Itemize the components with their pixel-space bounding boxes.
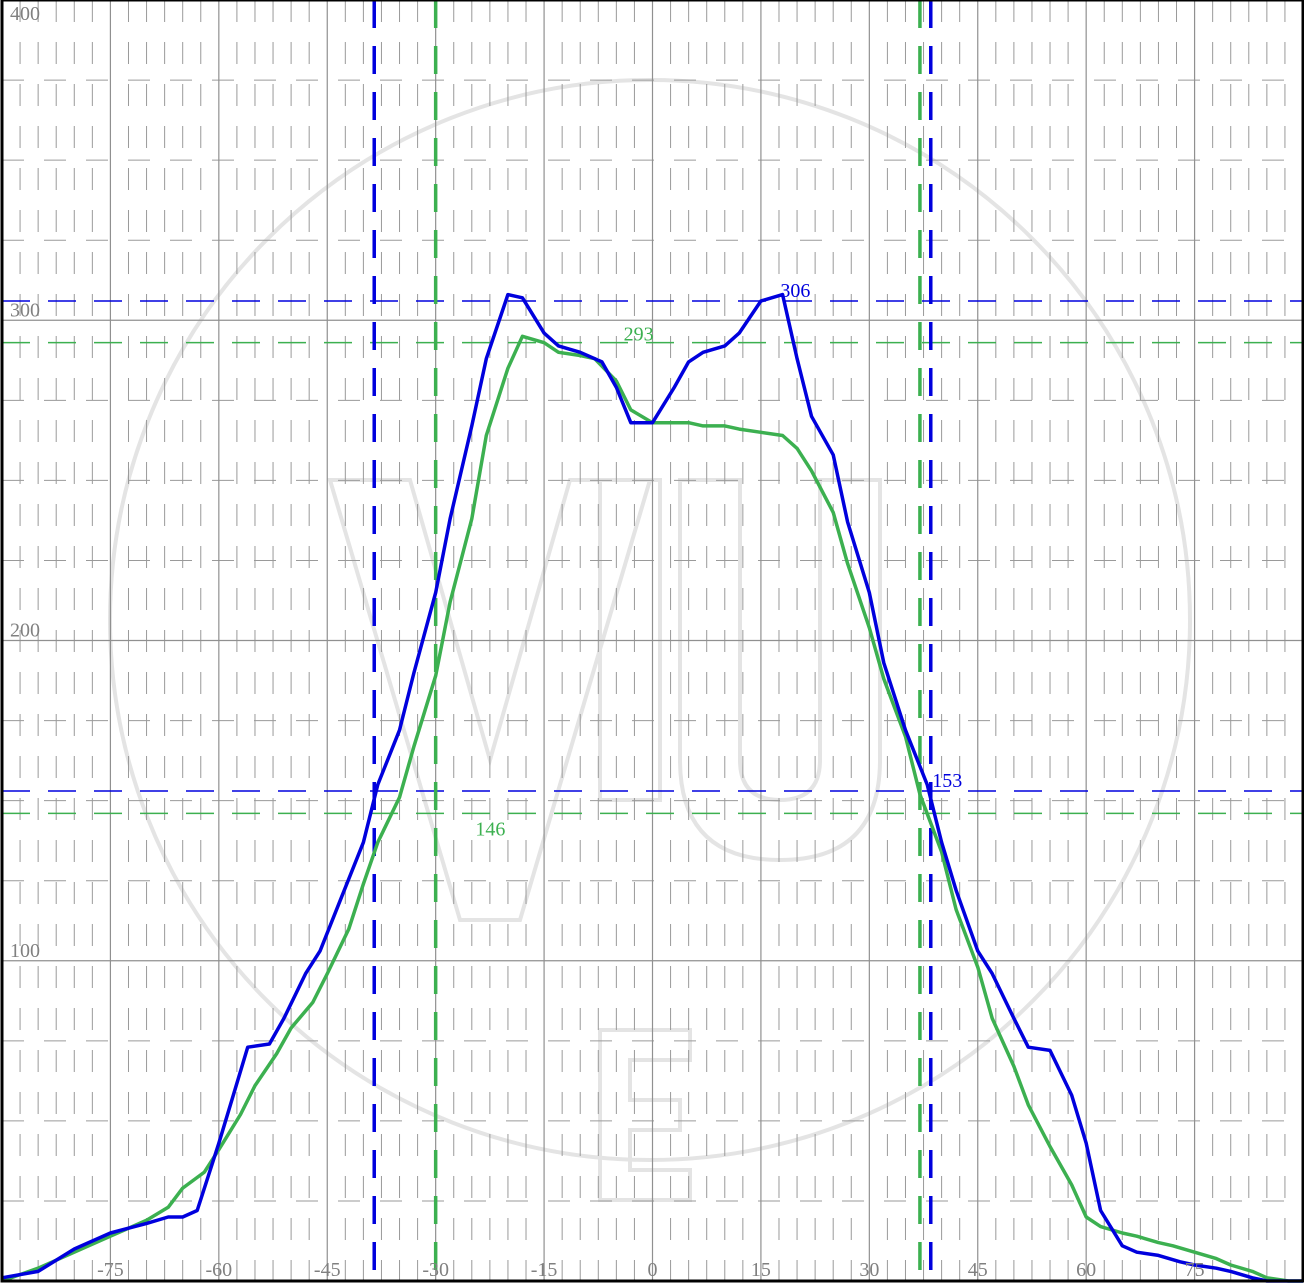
x-tick-label: -60 xyxy=(205,1259,232,1281)
value-labels: 306 153 293 146 xyxy=(475,280,962,840)
y-tick-label: 300 xyxy=(10,299,40,321)
y-tick-label: 100 xyxy=(10,940,40,962)
series-lines xyxy=(1,292,1303,1283)
x-tick-label: 0 xyxy=(648,1259,658,1281)
x-tick-label: -75 xyxy=(97,1259,124,1281)
green-peak-label: 293 xyxy=(624,324,654,346)
y-tick-label: 200 xyxy=(10,620,40,642)
x-tick-label: -30 xyxy=(422,1259,449,1281)
x-tick-label: 75 xyxy=(1185,1259,1205,1281)
green-half-label: 146 xyxy=(475,818,505,840)
x-tick-label: 30 xyxy=(859,1259,879,1281)
blue-half-label: 153 xyxy=(932,770,962,792)
green-series-line xyxy=(1,334,1303,1283)
x-tick-label: -45 xyxy=(314,1259,341,1281)
x-tick-label: 45 xyxy=(968,1259,988,1281)
y-tick-label: 400 xyxy=(10,3,40,25)
x-tick-label: -15 xyxy=(531,1259,558,1281)
x-tick-label: 60 xyxy=(1076,1259,1096,1281)
blue-peak-label: 306 xyxy=(780,280,810,302)
tick-labels: -75 -60 -45 -30 -15 0 15 30 45 60 75 100 200 300 400 xyxy=(10,3,1205,1281)
x-tick-label: 15 xyxy=(751,1259,771,1281)
blue-series-line xyxy=(1,292,1303,1283)
